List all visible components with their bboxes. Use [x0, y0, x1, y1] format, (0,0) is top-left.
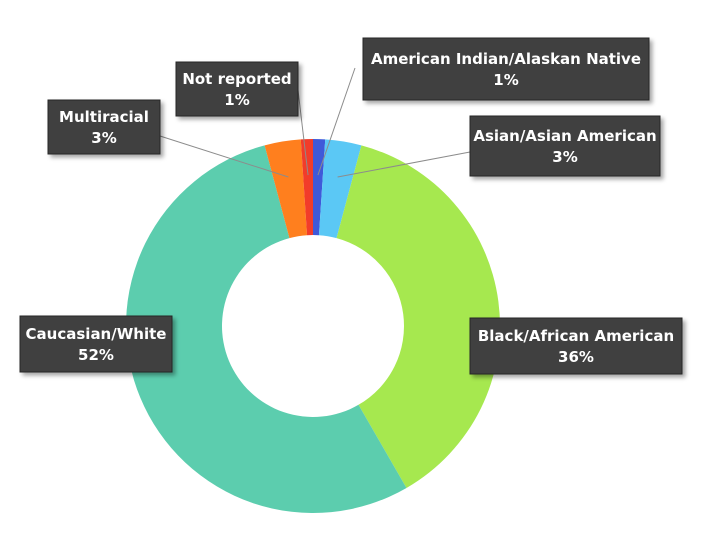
label-box: [175, 61, 299, 117]
slice-not-reported: [300, 139, 313, 236]
label-category: American Indian/Alaskan Native: [371, 50, 641, 68]
label-category: Black/African American: [478, 327, 674, 345]
data-label-asian-asian-american: Asian/Asian American 3%: [469, 115, 661, 177]
label-box: [19, 315, 173, 373]
slices-group: [125, 139, 500, 513]
label-category: Not reported: [182, 70, 291, 88]
label-category: Asian/Asian American: [473, 127, 656, 145]
data-label-caucasian-white: Caucasian/White 52%: [19, 315, 173, 373]
label-percent: 1%: [224, 91, 249, 109]
label-percent: 3%: [552, 148, 577, 166]
data-label-multiracial: Multiracial 3%: [47, 99, 161, 155]
label-percent: 52%: [78, 346, 114, 364]
label-category: Multiracial: [59, 108, 149, 126]
label-box: [47, 99, 161, 155]
label-box: [362, 37, 650, 101]
leader-line-american-indian-alaskan-native: [317, 67, 356, 176]
data-label-black-african-american: Black/African American 36%: [469, 317, 683, 375]
slice-multiracial: [264, 139, 308, 239]
leader-lines-group: [159, 67, 471, 178]
data-label-american-indian-alaskan-native: American Indian/Alaskan Native 1%: [362, 37, 650, 101]
slice-black-african-american: [336, 145, 500, 488]
leader-line-not-reported: [297, 89, 309, 176]
label-percent: 1%: [493, 71, 518, 89]
data-labels-group: American Indian/Alaskan Native 1% Asian/As…: [19, 37, 683, 375]
slice-caucasian-white: [125, 145, 407, 513]
leader-line-multiracial: [159, 135, 289, 178]
slice-asian-asian-american: [318, 139, 362, 239]
data-label-not-reported: Not reported 1%: [175, 61, 299, 117]
label-category: Caucasian/White: [26, 325, 167, 343]
label-box: [469, 317, 683, 375]
leader-line-asian-asian-american: [337, 151, 471, 178]
label-percent: 36%: [558, 348, 594, 366]
label-box: [469, 115, 661, 177]
label-percent: 3%: [91, 129, 116, 147]
